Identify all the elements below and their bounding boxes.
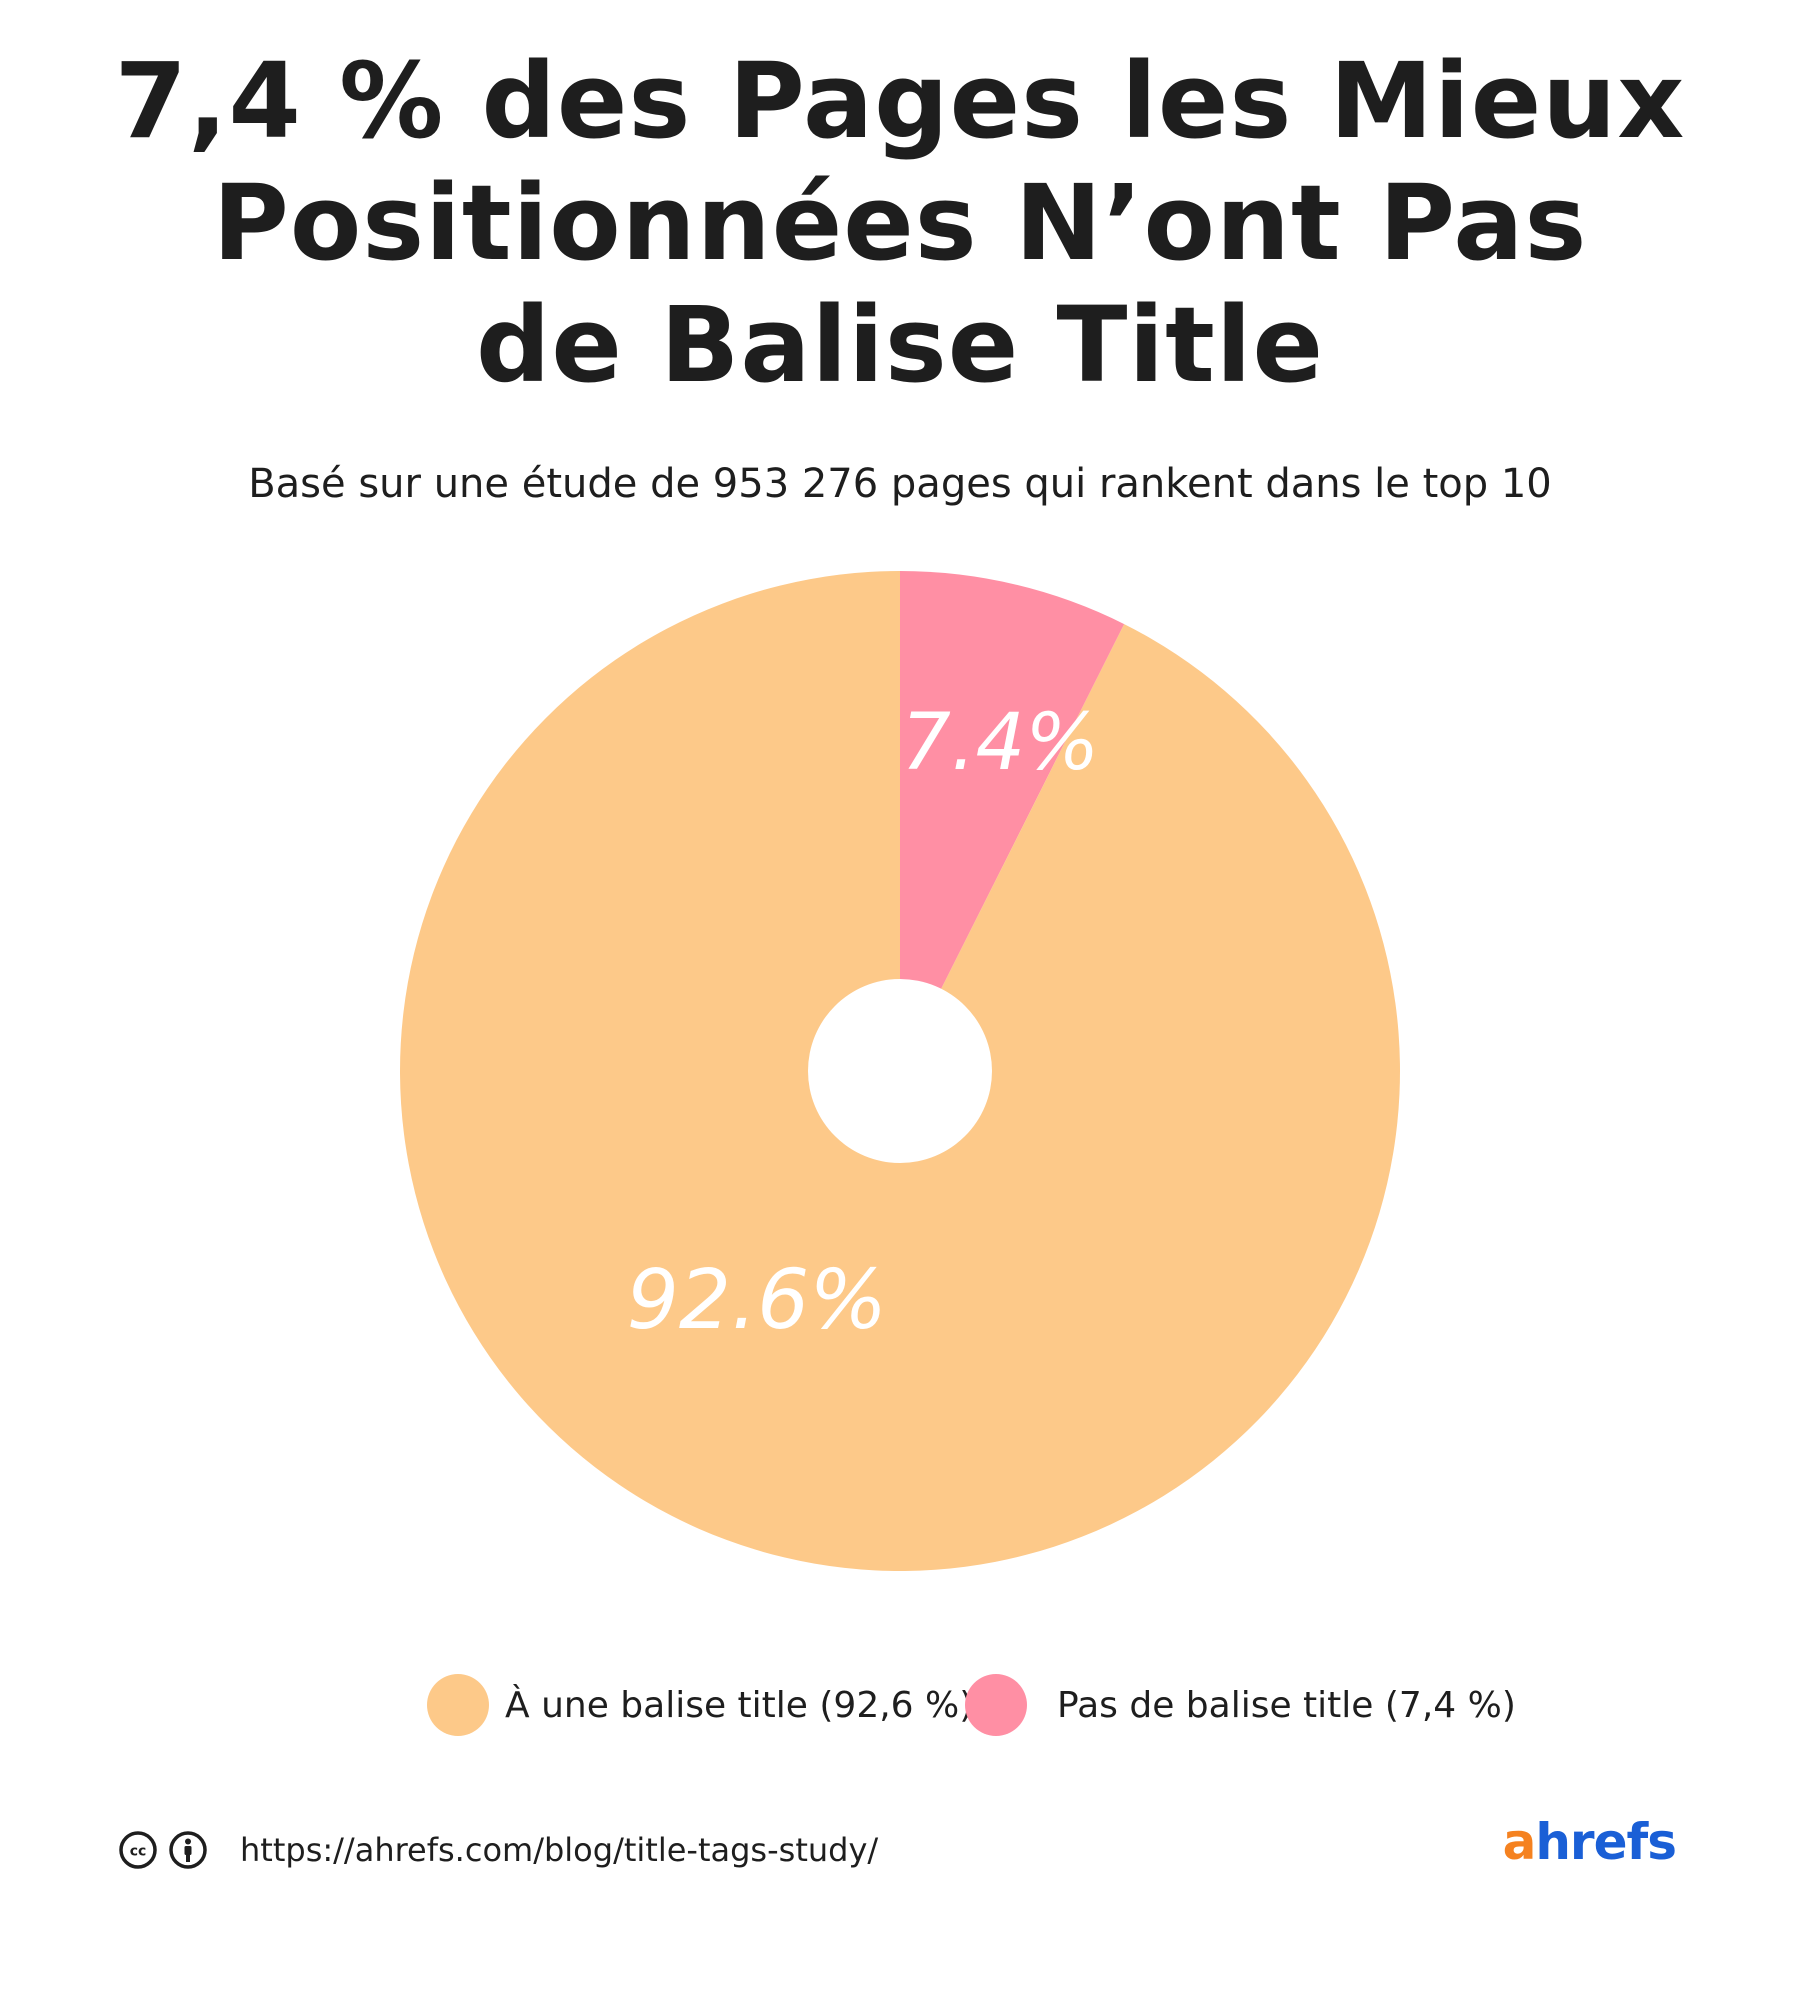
legend-item-no-title: Pas de balise title (7,4 %) <box>965 1670 1516 1740</box>
legend-label-no-title: Pas de balise title (7,4 %) <box>1057 1684 1516 1726</box>
legend: À une balise title (92,6 %) Pas de balis… <box>0 1670 1800 1740</box>
legend-item-has-title: À une balise title (92,6 %) <box>427 1670 973 1740</box>
attribution-icon <box>169 1831 207 1869</box>
chart-title-line-1: 7,4 % des Pages les Mieux <box>114 40 1686 162</box>
data-label-no-title: 7.4% <box>901 698 1099 788</box>
pie-slice-no-title <box>900 571 1125 1071</box>
ahrefs-logo-rest: hrefs <box>1535 1813 1677 1871</box>
data-label-has-title: 92.6% <box>627 1253 888 1348</box>
footer: cc https://ahrefs.com/blog/title-tags-st… <box>118 1822 878 1878</box>
legend-swatch-has-title <box>427 1674 489 1736</box>
ahrefs-logo-a: a <box>1502 1813 1537 1871</box>
chart-subtitle: Basé sur une étude de 953 276 pages qui … <box>248 461 1552 507</box>
chart-title: 7,4 % des Pages les Mieux Positionnées N… <box>100 40 1700 406</box>
source-url-link[interactable]: https://ahrefs.com/blog/title-tags-study… <box>240 1831 879 1869</box>
legend-label-has-title: À une balise title (92,6 %) <box>505 1684 974 1726</box>
chart-title-line-2: Positionnées N’ont Pas <box>212 162 1588 284</box>
svg-text:cc: cc <box>130 1844 147 1860</box>
legend-swatch-no-title <box>965 1674 1027 1736</box>
ahrefs-logo: ahrefs <box>1502 1812 1677 1872</box>
cc-icon: cc <box>119 1831 157 1869</box>
chart-title-line-3: de Balise Title <box>475 284 1325 406</box>
donut-hole <box>808 979 992 1163</box>
